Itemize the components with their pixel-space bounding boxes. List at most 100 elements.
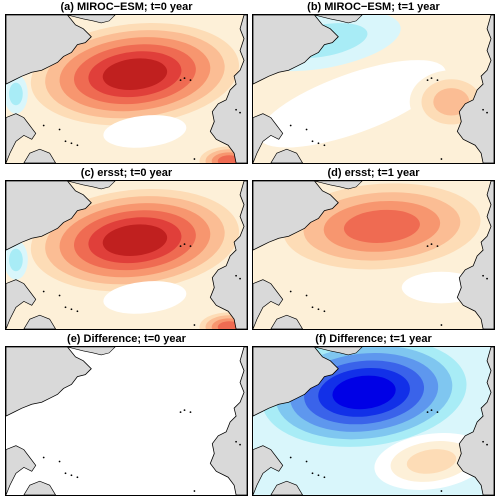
island-marker [235, 108, 237, 111]
island-marker [317, 142, 320, 145]
north-america-land [6, 15, 92, 85]
islands-layer [289, 243, 488, 326]
island-marker [189, 411, 192, 414]
greenland-land [314, 181, 363, 190]
island-marker [482, 274, 484, 277]
islands-layer [42, 243, 241, 326]
islands-layer [42, 409, 241, 492]
island-marker [426, 245, 429, 248]
island-marker [58, 460, 61, 463]
island-marker [76, 144, 79, 147]
europe-africa-land [456, 15, 494, 163]
contour-band [343, 209, 420, 243]
north-america-land [253, 181, 339, 251]
map-f [252, 346, 495, 496]
island-marker [58, 128, 61, 131]
islands-layer [289, 409, 488, 492]
contour-band [9, 82, 23, 106]
island-marker [305, 294, 308, 297]
island-marker [323, 310, 326, 313]
land-layer [253, 347, 494, 495]
panel-title: (a) MIROC−ESM; t=0 year [60, 1, 193, 13]
panel-a: (a) MIROC−ESM; t=0 year [5, 0, 248, 164]
island-marker [305, 128, 308, 131]
island-marker [436, 79, 439, 82]
islands-layer [289, 77, 488, 160]
cool-anomaly-west [6, 240, 28, 280]
central-america-land [253, 445, 284, 495]
south-america-land [270, 480, 303, 495]
contour-band [9, 248, 23, 272]
island-marker [482, 440, 484, 443]
island-marker [311, 140, 314, 143]
contour-band [433, 88, 470, 116]
island-marker [76, 476, 79, 479]
central-america-land [6, 113, 37, 163]
island-marker [486, 111, 488, 114]
island-marker [289, 456, 292, 459]
island-marker [430, 409, 433, 412]
island-marker [239, 111, 241, 114]
islands-layer [42, 77, 241, 160]
island-marker [70, 308, 73, 311]
island-marker [42, 290, 45, 293]
central-america-land [6, 279, 37, 329]
island-marker [183, 243, 186, 246]
map-e [5, 346, 248, 496]
island-marker [440, 324, 443, 326]
island-marker [426, 79, 429, 82]
central-america-land [253, 113, 284, 163]
island-marker [64, 140, 67, 143]
europe-africa-land [456, 181, 494, 329]
contour-band [103, 281, 187, 314]
south-america-land [23, 314, 56, 329]
panel-c: (c) ersst; t=0 year [5, 166, 248, 330]
europe-africa-land [456, 347, 494, 495]
north-america-land [6, 347, 92, 417]
panel-title: (b) MIROC−ESM; t=1 year [307, 1, 440, 13]
land-layer [6, 347, 247, 495]
europe-africa-land [209, 181, 247, 329]
island-marker [189, 245, 192, 248]
south-america-land [270, 148, 303, 163]
land-layer [253, 181, 494, 329]
land-layer [6, 15, 247, 163]
north-america-land [253, 347, 339, 417]
island-marker [179, 79, 182, 82]
island-marker [436, 411, 439, 414]
island-marker [42, 124, 45, 127]
europe-africa-land [209, 347, 247, 495]
warm-anomaly-southeast [193, 143, 247, 163]
island-marker [183, 409, 186, 412]
panel-title: (f) Difference; t=1 year [315, 333, 432, 345]
island-marker [193, 490, 196, 492]
island-marker [189, 79, 192, 82]
panel-title: (e) Difference; t=0 year [67, 333, 186, 345]
island-marker [64, 306, 67, 309]
europe-africa-land [209, 15, 247, 163]
island-marker [183, 77, 186, 80]
panel-b: (b) MIROC−ESM; t=1 year [252, 0, 495, 164]
island-marker [179, 245, 182, 248]
island-marker [426, 411, 429, 414]
neutral-zone-south [103, 115, 187, 148]
island-marker [58, 294, 61, 297]
central-america-land [253, 279, 284, 329]
island-marker [76, 310, 79, 313]
island-marker [289, 290, 292, 293]
cool-anomaly-west [6, 74, 28, 114]
greenland-land [314, 347, 363, 356]
island-marker [193, 324, 196, 326]
island-marker [430, 77, 433, 80]
central-america-land [6, 445, 37, 495]
warm-anomaly-main [16, 15, 247, 133]
contour-band [406, 449, 457, 474]
island-marker [289, 124, 292, 127]
panel-f: (f) Difference; t=1 year [252, 332, 495, 496]
map-c [5, 180, 248, 330]
south-america-land [270, 314, 303, 329]
neutral-zone [258, 60, 446, 148]
map-a [5, 14, 248, 164]
land-layer [253, 15, 494, 163]
island-marker [311, 306, 314, 309]
